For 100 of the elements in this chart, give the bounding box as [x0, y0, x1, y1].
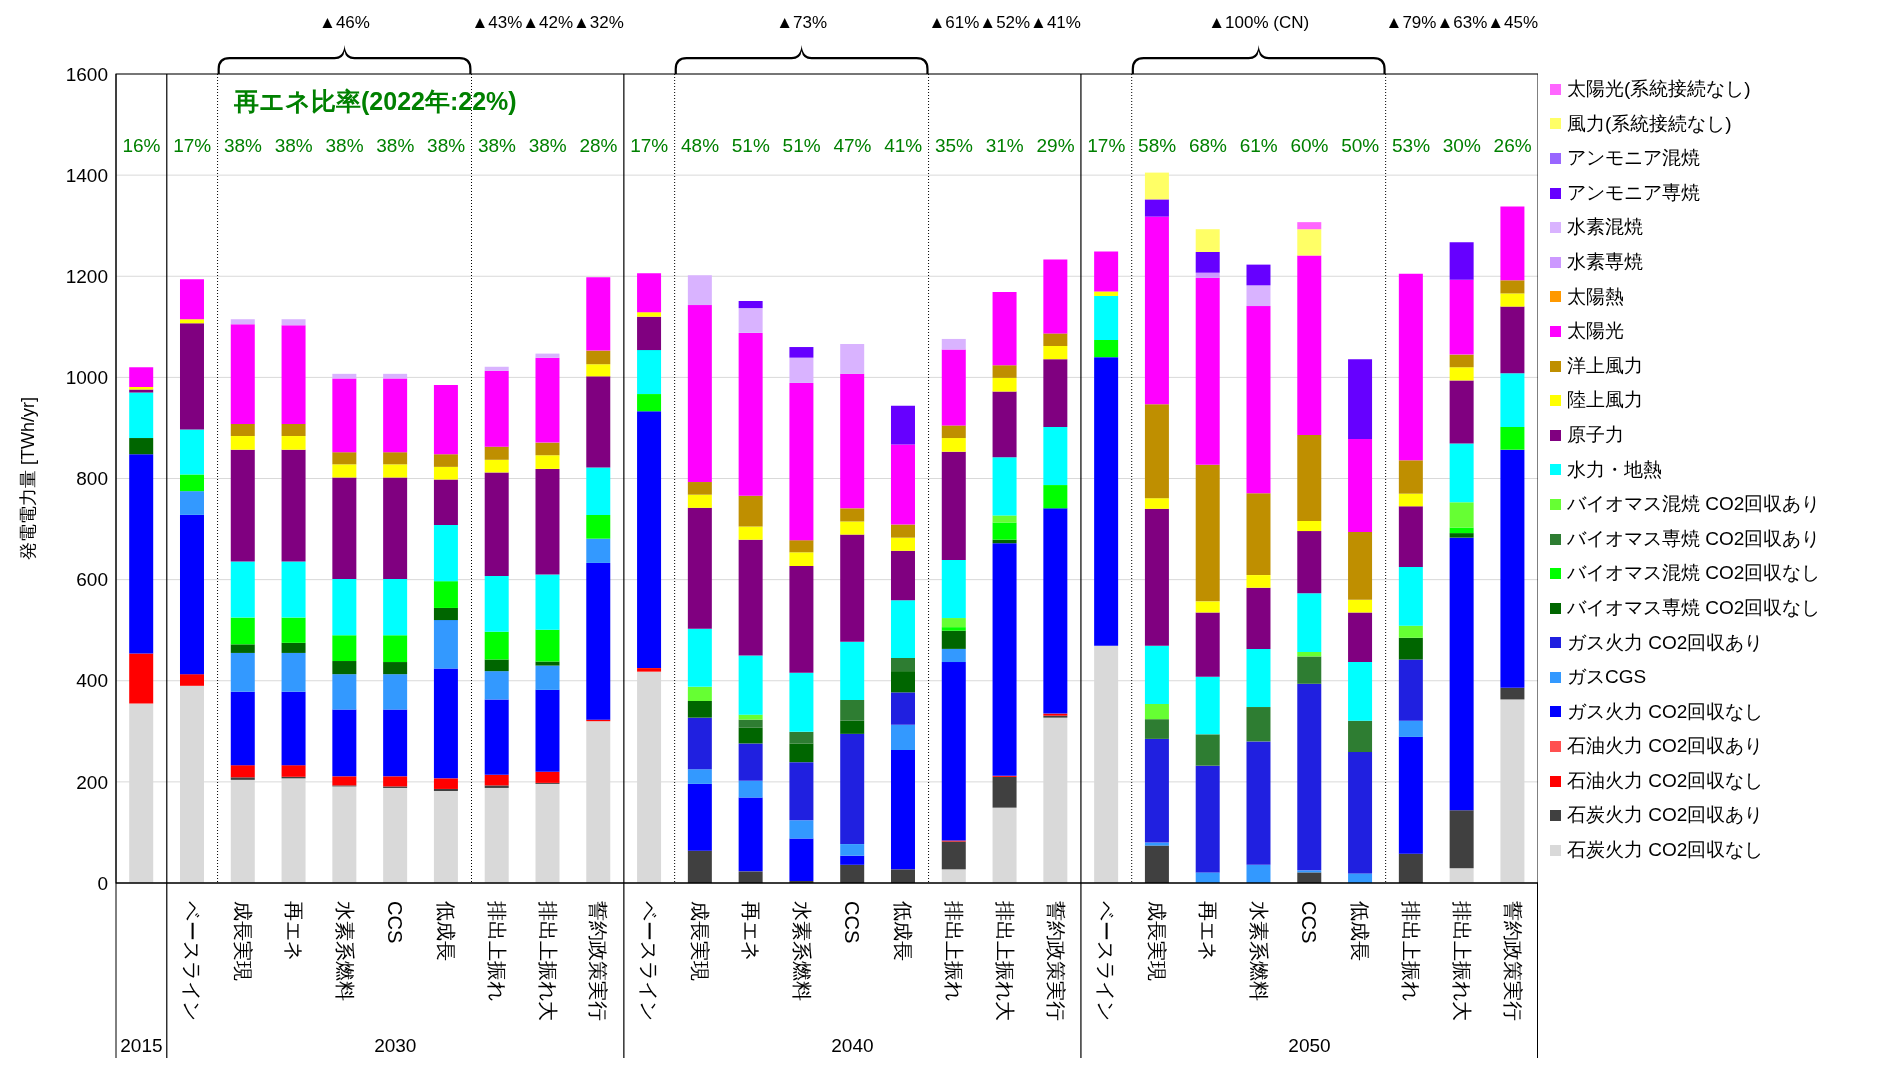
- annotation: 47%: [833, 135, 872, 156]
- text: 2040: [831, 1035, 874, 1056]
- x-tick-label: ベースライン: [181, 901, 204, 1021]
- legend-label: 水素専焼: [1567, 249, 1643, 274]
- annotation: 38%: [223, 135, 263, 156]
- x-tick-label: 成長実現: [1146, 901, 1169, 981]
- y-tick-label: 0: [97, 872, 108, 894]
- legend-label: 石炭火力 CO2回収なし: [1567, 838, 1764, 863]
- text: ▲43%: [471, 13, 523, 32]
- legend-label: 石炭火力 CO2回収あり: [1567, 803, 1764, 828]
- x-tick-label: 低成長: [892, 901, 915, 961]
- x-tick-label: 排出上振れ大: [1450, 901, 1473, 1021]
- x-tick-label: CCS: [841, 901, 864, 944]
- legend-label: 水力・地熱: [1567, 457, 1662, 482]
- x-tick-label: 誓約政策実行: [587, 901, 610, 1021]
- annotation: 60%: [1290, 135, 1329, 156]
- text: ▲41%: [1030, 13, 1081, 32]
- text: ▲73%: [776, 13, 828, 32]
- annotation: 35%: [934, 135, 974, 156]
- annotation: 17%: [1087, 135, 1126, 156]
- x-tick-label: 水素系燃料: [1247, 901, 1270, 1001]
- x-tick-label: 排出上振れ大: [536, 901, 559, 1021]
- x-tick-label: 排出上振れ大: [993, 901, 1016, 1021]
- x-tick-label: CCS: [1298, 901, 1321, 944]
- legend-label: 太陽光: [1567, 319, 1624, 344]
- text: ▲79%: [1385, 13, 1437, 32]
- x-tick-label: 水素系燃料: [790, 901, 813, 1001]
- x-tick-label: 成長実現: [689, 901, 712, 981]
- annotation: 26%: [1493, 135, 1532, 156]
- text: ▲46%: [319, 13, 370, 32]
- annotation: 17%: [173, 135, 212, 156]
- annotation: 38%: [325, 135, 364, 156]
- annotation: 28%: [579, 135, 618, 156]
- legend-label: 太陽光(系統接続なし): [1567, 77, 1751, 101]
- legend-label: 石油火力 CO2回収あり: [1567, 734, 1764, 759]
- legend-label: 陸上風力: [1567, 388, 1643, 413]
- text: ▲100% (CN): [1208, 13, 1310, 32]
- legend-label: バイオマス混焼 CO2回収なし: [1567, 561, 1821, 586]
- y-tick-label: 800: [76, 468, 108, 490]
- annotation: 38%: [274, 135, 313, 156]
- annotation: 68%: [1188, 135, 1228, 156]
- text: ▲52%: [979, 13, 1031, 32]
- legend-label: 太陽熱: [1567, 284, 1624, 309]
- annotation: 38%: [477, 135, 517, 156]
- text: ▲63%: [1436, 13, 1488, 32]
- legend-label: 風力(系統接続なし): [1567, 111, 1732, 136]
- legend-label: 水素混焼: [1567, 215, 1643, 240]
- annotation: 38%: [528, 135, 567, 156]
- y-tick-label: 200: [76, 771, 108, 793]
- annotation: 41%: [884, 135, 923, 156]
- annotation: 53%: [1392, 135, 1431, 156]
- y-tick-label: 1000: [65, 367, 108, 389]
- annotation: 38%: [376, 135, 415, 156]
- y-axis-title: 発電電力量 [TWh/yr]: [18, 397, 38, 560]
- annotation: 17%: [630, 135, 669, 156]
- text: ▲42%: [522, 13, 574, 32]
- annotation: 38%: [427, 135, 466, 156]
- x-tick-label: ベースライン: [1095, 901, 1118, 1021]
- annotation: 58%: [1138, 135, 1177, 156]
- x-tick-label: 再エネ: [739, 901, 762, 961]
- text: ▲61%: [928, 13, 980, 32]
- annotation: 50%: [1341, 135, 1380, 156]
- annotation: 48%: [681, 135, 720, 156]
- x-tick-label: 低成長: [435, 901, 458, 961]
- annotation: 51%: [782, 135, 821, 156]
- text: 2015: [120, 1035, 163, 1056]
- x-tick-label: 再エネ: [282, 901, 305, 961]
- annotation: 16%: [122, 135, 161, 156]
- x-tick-label: 誓約政策実行: [1501, 901, 1524, 1021]
- legend-label: 洋上風力: [1567, 353, 1643, 378]
- x-tick-label: 排出上振れ: [942, 901, 965, 1001]
- y-tick-label: 600: [76, 569, 108, 591]
- annotation: 61%: [1239, 135, 1278, 156]
- annotation: 29%: [1036, 135, 1075, 156]
- text: 2030: [374, 1035, 417, 1056]
- legend-label: ガスCGS: [1567, 665, 1647, 690]
- y-tick-label: 1600: [65, 63, 108, 85]
- x-tick-label: 排出上振れ: [1400, 901, 1423, 1001]
- y-tick-label: 1200: [65, 265, 108, 287]
- legend-label: アンモニア混焼: [1567, 146, 1700, 171]
- annotation: 再エネ比率(2022年:22%): [233, 87, 517, 115]
- annotation: 51%: [731, 135, 770, 156]
- y-tick-label: 400: [76, 670, 108, 692]
- legend-label: アンモニア専焼: [1567, 180, 1700, 205]
- legend-label: ガス火力 CO2回収あり: [1567, 630, 1764, 655]
- legend-label: ガス火力 CO2回収なし: [1567, 699, 1764, 724]
- x-tick-label: CCS: [384, 901, 407, 944]
- x-tick-label: 誓約政策実行: [1044, 901, 1067, 1021]
- y-tick-label: 1400: [65, 164, 108, 186]
- x-tick-label: 排出上振れ: [485, 901, 508, 1001]
- legend-label: 石油火力 CO2回収なし: [1567, 768, 1764, 793]
- text: ▲45%: [1487, 13, 1539, 32]
- annotation: 30%: [1442, 135, 1481, 156]
- legend-label: 原子力: [1567, 422, 1624, 447]
- text: ▲32%: [573, 13, 624, 32]
- x-tick-label: 水素系燃料: [333, 901, 356, 1001]
- x-tick-label: 成長実現: [231, 901, 254, 981]
- x-tick-label: 再エネ: [1196, 901, 1219, 961]
- legend-label: バイオマス専焼 CO2回収なし: [1567, 595, 1821, 620]
- annotation: 31%: [985, 135, 1024, 156]
